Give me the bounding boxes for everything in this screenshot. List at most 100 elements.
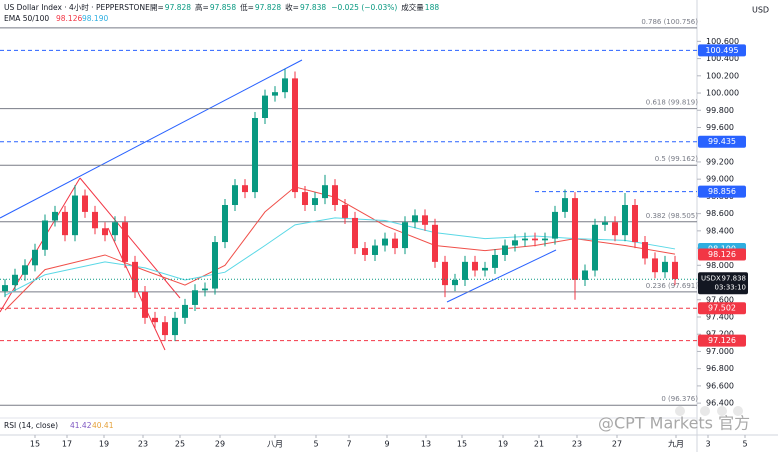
x-tick-label: 27: [612, 440, 622, 449]
candle-body: [582, 270, 588, 280]
y-tick-label: 96.400: [706, 399, 734, 408]
candle-body: [502, 245, 508, 255]
trendline: [446, 249, 557, 303]
candle: [332, 179, 338, 212]
candle-body: [512, 240, 518, 246]
candle: [622, 192, 628, 242]
fib-label: 0.786 (100.756): [641, 18, 698, 26]
x-tick-label: 19: [498, 440, 508, 449]
candle-body: [162, 322, 168, 336]
rsi-label: RSI (14, close): [4, 421, 58, 430]
last-price-tag: [698, 272, 748, 295]
candle: [242, 179, 248, 199]
candle-body: [42, 220, 48, 250]
candle: [472, 255, 478, 277]
trendline: [79, 177, 181, 299]
candle: [72, 185, 78, 242]
x-tick-label: 八月: [267, 440, 283, 449]
candle-body: [522, 238, 528, 241]
candle-body: [302, 192, 308, 206]
ema-label: EMA 50/100: [4, 14, 49, 23]
candle: [62, 205, 68, 242]
y-tick-label: 100.400: [706, 54, 739, 63]
x-tick-label: 25: [175, 440, 185, 449]
y-tick-label: 96.800: [706, 364, 734, 373]
y-tick-label: 100.000: [706, 89, 739, 98]
candle-body: [312, 198, 318, 206]
ohlc-label: 開=: [150, 3, 164, 12]
price-tag: [698, 302, 746, 315]
candle: [392, 232, 398, 255]
y-tick-label: 99.200: [706, 157, 734, 166]
candle-body: [182, 304, 188, 318]
candle-body: [122, 222, 128, 262]
candle: [352, 211, 358, 255]
x-tick-label: 15: [30, 440, 40, 449]
candle-body: [332, 185, 338, 206]
candle: [662, 255, 668, 279]
candle-body: [32, 249, 38, 266]
candle-body: [192, 290, 198, 305]
candle-body: [352, 217, 358, 249]
candle: [292, 71, 298, 199]
candle: [102, 222, 108, 242]
fib-label: 0.382 (98.505): [646, 212, 698, 220]
candle-body: [202, 288, 208, 291]
candle: [422, 209, 428, 231]
candle: [262, 89, 268, 125]
y-tick-label: 98.400: [706, 226, 734, 235]
candle: [502, 239, 508, 261]
y-tick-label: 100.200: [706, 71, 739, 80]
y-tick-label: 97.400: [706, 312, 734, 321]
price-tag-label: 99.435: [708, 137, 736, 146]
candle: [192, 284, 198, 311]
candle-body: [212, 242, 218, 289]
candle-body: [22, 265, 28, 275]
candle: [122, 216, 128, 268]
candle-body: [322, 185, 328, 199]
candle: [572, 192, 578, 300]
candle-body: [222, 205, 228, 243]
x-tick-label: 7: [346, 440, 351, 449]
candle-body: [12, 274, 18, 286]
price-tag: [698, 44, 746, 57]
candle: [342, 198, 348, 224]
candle: [592, 218, 598, 277]
x-tick-label: 17: [62, 440, 72, 449]
candle-body: [252, 118, 258, 193]
candle-body: [362, 248, 368, 255]
fib-label: 0 (96.376): [661, 395, 698, 403]
candle-body: [562, 198, 568, 212]
candle: [462, 255, 468, 286]
candle-body: [482, 267, 488, 271]
candle: [512, 234, 518, 252]
x-tick-label: 9: [384, 440, 389, 449]
candle-body: [262, 95, 268, 119]
candle-body: [632, 205, 638, 243]
rsi-value: 40.41: [92, 421, 114, 430]
candle: [162, 316, 168, 342]
fib-label: 0.5 (99.162): [655, 155, 699, 163]
candle: [282, 68, 288, 99]
candle-body: [2, 285, 8, 292]
candle-body: [622, 205, 628, 236]
candle-body: [422, 215, 428, 225]
chart-title: US Dollar Index · 4小时 · PEPPERSTONE: [4, 2, 150, 12]
candle: [602, 216, 608, 231]
x-tick-label: 3: [705, 440, 710, 449]
candle-body: [592, 224, 598, 271]
y-tick-label: 96.600: [706, 381, 734, 390]
x-tick-label: 15: [457, 440, 467, 449]
candle-body: [542, 238, 548, 241]
ohlc-label: 成交量: [401, 2, 424, 12]
y-tick-label: 98.000: [706, 261, 734, 270]
y-tick-label: 98.600: [706, 209, 734, 218]
candle-body: [382, 238, 388, 246]
x-tick-label: 5: [313, 440, 318, 449]
candle: [22, 259, 28, 281]
x-tick-label: 23: [138, 440, 148, 449]
candle: [452, 273, 458, 292]
candle: [272, 86, 278, 102]
candle-body: [532, 238, 538, 241]
